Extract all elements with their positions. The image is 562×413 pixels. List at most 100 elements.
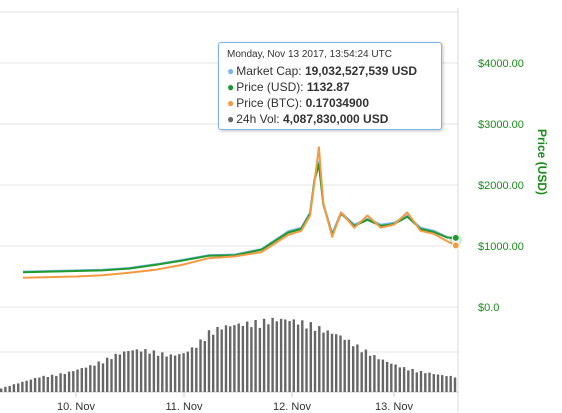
volume-bar <box>267 324 270 392</box>
volume-bar <box>301 320 304 392</box>
volume-bar <box>169 354 172 392</box>
volume-bar <box>21 381 24 392</box>
legend-dot-icon: ● <box>227 64 235 78</box>
volume-bar <box>195 347 198 392</box>
y-tick-label: $4000.00 <box>478 58 524 70</box>
volume-bar <box>250 327 253 392</box>
volume-bar <box>390 363 393 392</box>
tooltip-value: 4,087,830,000 USD <box>282 112 389 126</box>
volume-bar <box>237 323 240 392</box>
volume-bar <box>288 321 291 392</box>
volume-bar <box>110 359 113 392</box>
hover-marker <box>451 241 460 250</box>
volume-bar <box>59 373 62 392</box>
legend-dot-icon: ● <box>227 80 235 94</box>
volume-bar <box>38 377 41 392</box>
volume-bar <box>279 318 283 392</box>
volume-bar <box>84 367 88 392</box>
volume-bar <box>432 374 435 392</box>
x-tick-label: 10. Nov <box>57 401 95 413</box>
volume-bar <box>398 367 401 392</box>
volume-bar <box>190 347 194 392</box>
volume-bar <box>12 384 16 392</box>
volume-bar <box>139 351 143 392</box>
volume-bar <box>335 334 338 392</box>
volume-bar <box>186 351 189 392</box>
volume-bar <box>284 319 287 392</box>
volume-bar <box>360 352 363 392</box>
volume-bar <box>220 329 223 392</box>
volume-bar <box>63 374 66 392</box>
volume-bar <box>97 361 100 392</box>
volume-bar <box>67 371 71 392</box>
volume-bar <box>347 339 351 392</box>
x-tick-label: 11. Nov <box>165 401 203 413</box>
y-tick-label: $2000.00 <box>478 180 524 192</box>
volume-bar <box>80 368 83 392</box>
volume-bar <box>50 374 54 392</box>
hover-tooltip: Monday, Nov 13 2017, 13:54:24 UTC ● Marke… <box>218 42 442 130</box>
x-axis-ticks: 10. Nov 11. Nov 12. Nov 13. Nov <box>57 392 413 413</box>
volume-bar <box>381 359 385 392</box>
volume-bar <box>182 353 185 392</box>
volume-bar <box>89 365 92 392</box>
volume-bar <box>271 317 274 392</box>
volume-bar <box>165 356 168 392</box>
volume-bar <box>262 318 266 392</box>
volume-bar <box>29 379 33 392</box>
volume-bar <box>246 321 249 392</box>
volume-bar <box>449 375 452 392</box>
volume-bar <box>445 376 448 392</box>
volume-bar <box>407 370 410 392</box>
volume-bar <box>241 325 245 392</box>
volume-bar <box>411 369 414 392</box>
volume-bar <box>322 332 325 392</box>
volume-bar <box>415 372 418 392</box>
tooltip-row: ● Price (USD): 1132.87 <box>227 79 433 95</box>
volume-bar <box>292 319 295 392</box>
tooltip-value: 0.17034900 <box>305 96 369 110</box>
volume-bar <box>313 330 317 392</box>
volume-bar <box>42 375 45 392</box>
volume-bar <box>258 327 262 392</box>
volume-bar <box>453 377 457 392</box>
volume-bar <box>131 350 134 392</box>
legend-dot-icon: ● <box>227 112 235 126</box>
volume-bar <box>93 365 96 392</box>
volume-bar <box>8 386 11 392</box>
volume-bar <box>33 378 37 392</box>
volume-bar <box>368 355 372 392</box>
y-tick-label: $3000.00 <box>478 119 524 131</box>
volume-bar <box>161 352 164 392</box>
volume-bar <box>106 357 109 392</box>
tooltip-label: Price (USD): <box>236 80 307 94</box>
volume-bar <box>216 327 219 392</box>
volume-bar <box>72 371 75 392</box>
tooltip-row: ● Market Cap: 19,032,527,539 USD <box>227 63 433 79</box>
volume-bar <box>114 353 117 392</box>
series-line-price-btc <box>22 146 457 279</box>
x-tick-label: 12. Nov <box>273 401 311 413</box>
volume-bars <box>0 317 457 392</box>
volume-bar <box>326 330 329 392</box>
volume-bar <box>424 373 427 392</box>
volume-bar <box>364 349 368 392</box>
y-tick-label: $0.0 <box>478 302 499 314</box>
volume-bar <box>178 354 181 392</box>
series-lines <box>22 146 462 279</box>
volume-bar <box>318 326 321 392</box>
volume-bar <box>207 330 211 392</box>
legend-dot-icon: ● <box>227 96 235 110</box>
volume-bar <box>330 333 334 392</box>
volume-bar <box>25 380 28 392</box>
tooltip-label: Price (BTC): <box>236 96 306 110</box>
volume-bar <box>343 339 346 392</box>
volume-bar <box>17 383 20 392</box>
tooltip-date: Monday, Nov 13 2017, 13:54:24 UTC <box>227 49 392 60</box>
volume-bar <box>127 351 130 392</box>
volume-bar <box>156 355 160 392</box>
x-tick-label: 13. Nov <box>375 401 413 413</box>
volume-bar <box>135 349 139 392</box>
volume-bar <box>339 335 342 392</box>
